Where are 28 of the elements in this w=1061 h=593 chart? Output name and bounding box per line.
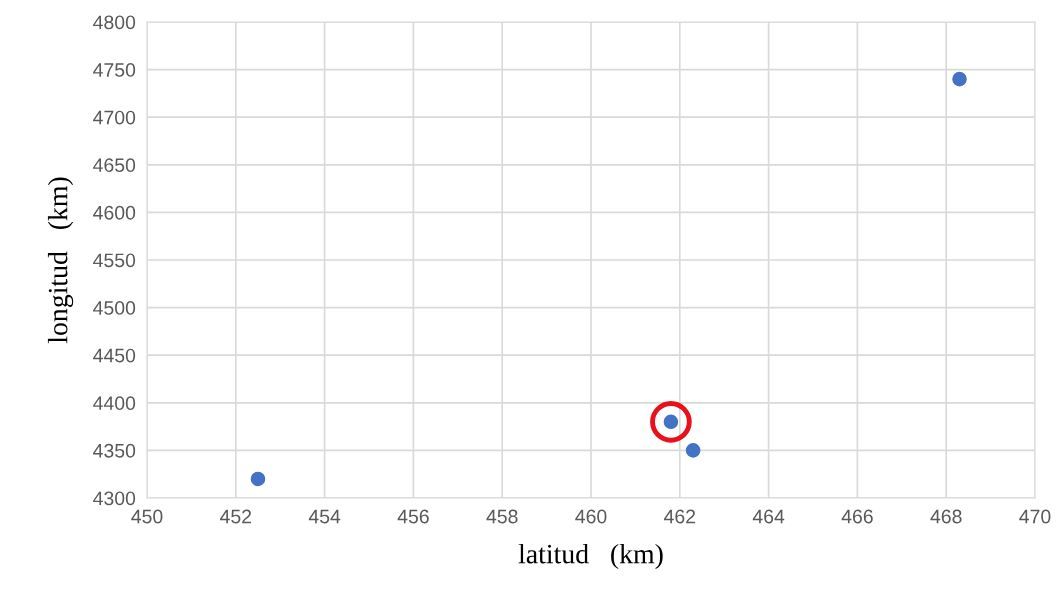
x-tick-label: 456 [397,509,429,524]
y-tick-label: 4450 [93,348,136,363]
y-tick-label: 4300 [93,491,136,506]
y-tick-label: 4350 [93,443,136,458]
x-tick-label: 466 [841,509,873,524]
x-tick-label: 454 [308,509,341,524]
x-tick-label: 470 [1019,509,1051,524]
x-tick-label: 458 [486,509,518,524]
x-tick-label: 460 [575,509,607,524]
point [685,443,701,458]
x-tick-label: 468 [930,509,962,524]
y-tick-label: 4400 [93,396,136,411]
x-tick-label: 452 [220,509,252,524]
x-tick-label: 462 [664,509,696,524]
x-axis-title: latitud (km) [518,543,663,570]
y-tick-label: 4700 [93,110,136,125]
x-tick-label: 464 [752,509,785,524]
point [952,71,967,87]
y-tick-label: 4500 [93,301,136,315]
y-tick-label: 4600 [93,205,136,220]
y-tick-label: 4750 [93,63,136,77]
y-axis-title: longitud (km) [47,177,74,344]
y-tick-label: 4800 [93,15,136,30]
point [250,471,266,487]
point [650,401,692,443]
y-tick-label: 4650 [93,158,136,173]
y-tick-label: 4550 [93,253,136,268]
x-tick-label: 450 [131,509,163,524]
